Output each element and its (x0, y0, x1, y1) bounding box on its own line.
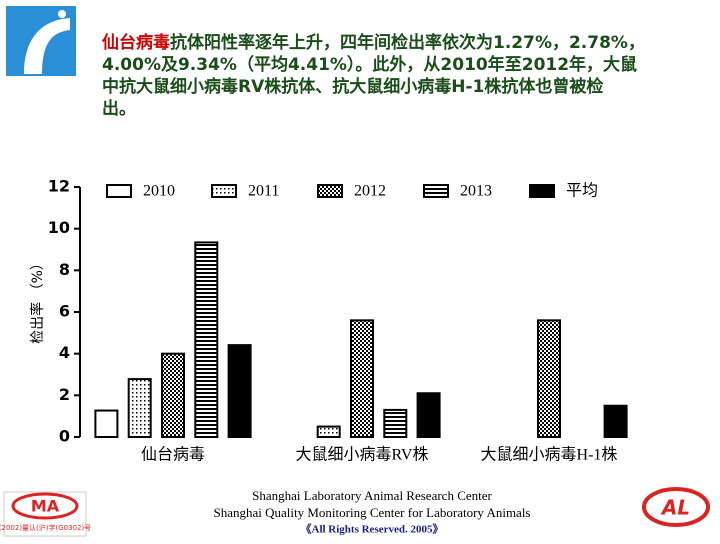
legend-swatch (529, 184, 555, 198)
bar (316, 425, 341, 439)
bar (537, 319, 561, 439)
bar (416, 392, 441, 438)
y-tick-label: 6 (59, 302, 70, 321)
logo-text: MA (31, 497, 60, 516)
bar (603, 404, 628, 438)
highlight: 仙台病毒 (102, 32, 170, 53)
legend-swatch (106, 184, 132, 198)
legend-label: 2012 (354, 183, 386, 200)
logo-text: AL (660, 496, 690, 520)
y-tick-label: 2 (59, 385, 70, 404)
legend-label: 2010 (143, 183, 175, 200)
slide-text: 仙台病毒抗体阳性率逐年上升，四年间检出率依次为1.27%，2.78%， (102, 32, 645, 53)
y-tick-label: 0 (59, 427, 70, 446)
footer: Shanghai Laboratory Animal Research Cent… (252, 488, 492, 503)
text-line: 4.00%及9.34%（平均4.41%）。此外，从2010年至2012年，大鼠 (102, 54, 637, 75)
y-tick-label: 10 (48, 218, 70, 237)
bar (194, 241, 219, 438)
y-tick-label: 4 (59, 343, 70, 362)
footer: 《All Rights Reserved. 2005》 (301, 523, 444, 536)
legend-swatch (317, 184, 343, 198)
text-line: 出。 (102, 98, 136, 119)
x-tick-label: 大鼠细小病毒RV株 (296, 446, 429, 464)
x-tick-label: 大鼠细小病毒H-1株 (481, 446, 618, 464)
legend-swatch (211, 184, 237, 198)
y-tick-label: 8 (59, 260, 70, 279)
text-line: 抗体阳性率逐年上升，四年间检出率依次为1.27%，2.78%， (170, 32, 645, 53)
x-tick-label: 仙台病毒 (141, 446, 205, 464)
right-logo: AL (642, 487, 710, 527)
legend-label: 平均 (566, 182, 598, 200)
bar (227, 344, 252, 438)
bar (94, 409, 119, 438)
legend-swatch (423, 184, 449, 198)
footer: Shanghai Quality Monitoring Center for L… (214, 505, 531, 520)
chart: 0 2 4 6 8 10 12 仙台病毒 大鼠细小病毒RV株 大鼠细小病毒H-1株 2010 2011… (48, 177, 628, 464)
text-line: 中抗大鼠细小病毒RV株抗体、抗大鼠细小病毒H-1株抗体也曾被检 (102, 76, 603, 97)
y-axis-label: 检出率 （%） (29, 256, 46, 344)
bar (350, 319, 374, 439)
legend-label: 2013 (460, 183, 492, 200)
left-logo: MA (2002)量认(沪)字(G0302)号 (0, 491, 91, 537)
legend-label: 2011 (248, 183, 279, 200)
bar (383, 408, 408, 438)
top-logo (6, 6, 76, 76)
bar (161, 352, 185, 438)
y-tick-label: 12 (48, 177, 70, 196)
logo-caption: (2002)量认(沪)字(G0302)号 (0, 523, 91, 532)
bar (127, 378, 152, 439)
